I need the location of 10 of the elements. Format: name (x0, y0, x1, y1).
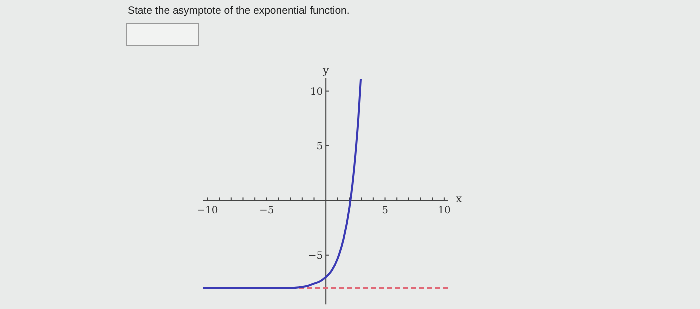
x-tick-label: 5 (382, 206, 388, 217)
y-tick-label: 5 (316, 142, 324, 153)
y-tick-label: −5 (308, 250, 324, 262)
x-tick-label: −5 (260, 206, 274, 217)
y-axis-title: y (322, 64, 330, 78)
chart-title: State the asymptote of the exponential function. (128, 5, 350, 17)
x-tick-label: −10 (197, 206, 218, 217)
x-axis-title: x (456, 192, 463, 206)
y-tick-label: 10 (310, 86, 324, 98)
x-tick-label: 10 (438, 206, 451, 217)
